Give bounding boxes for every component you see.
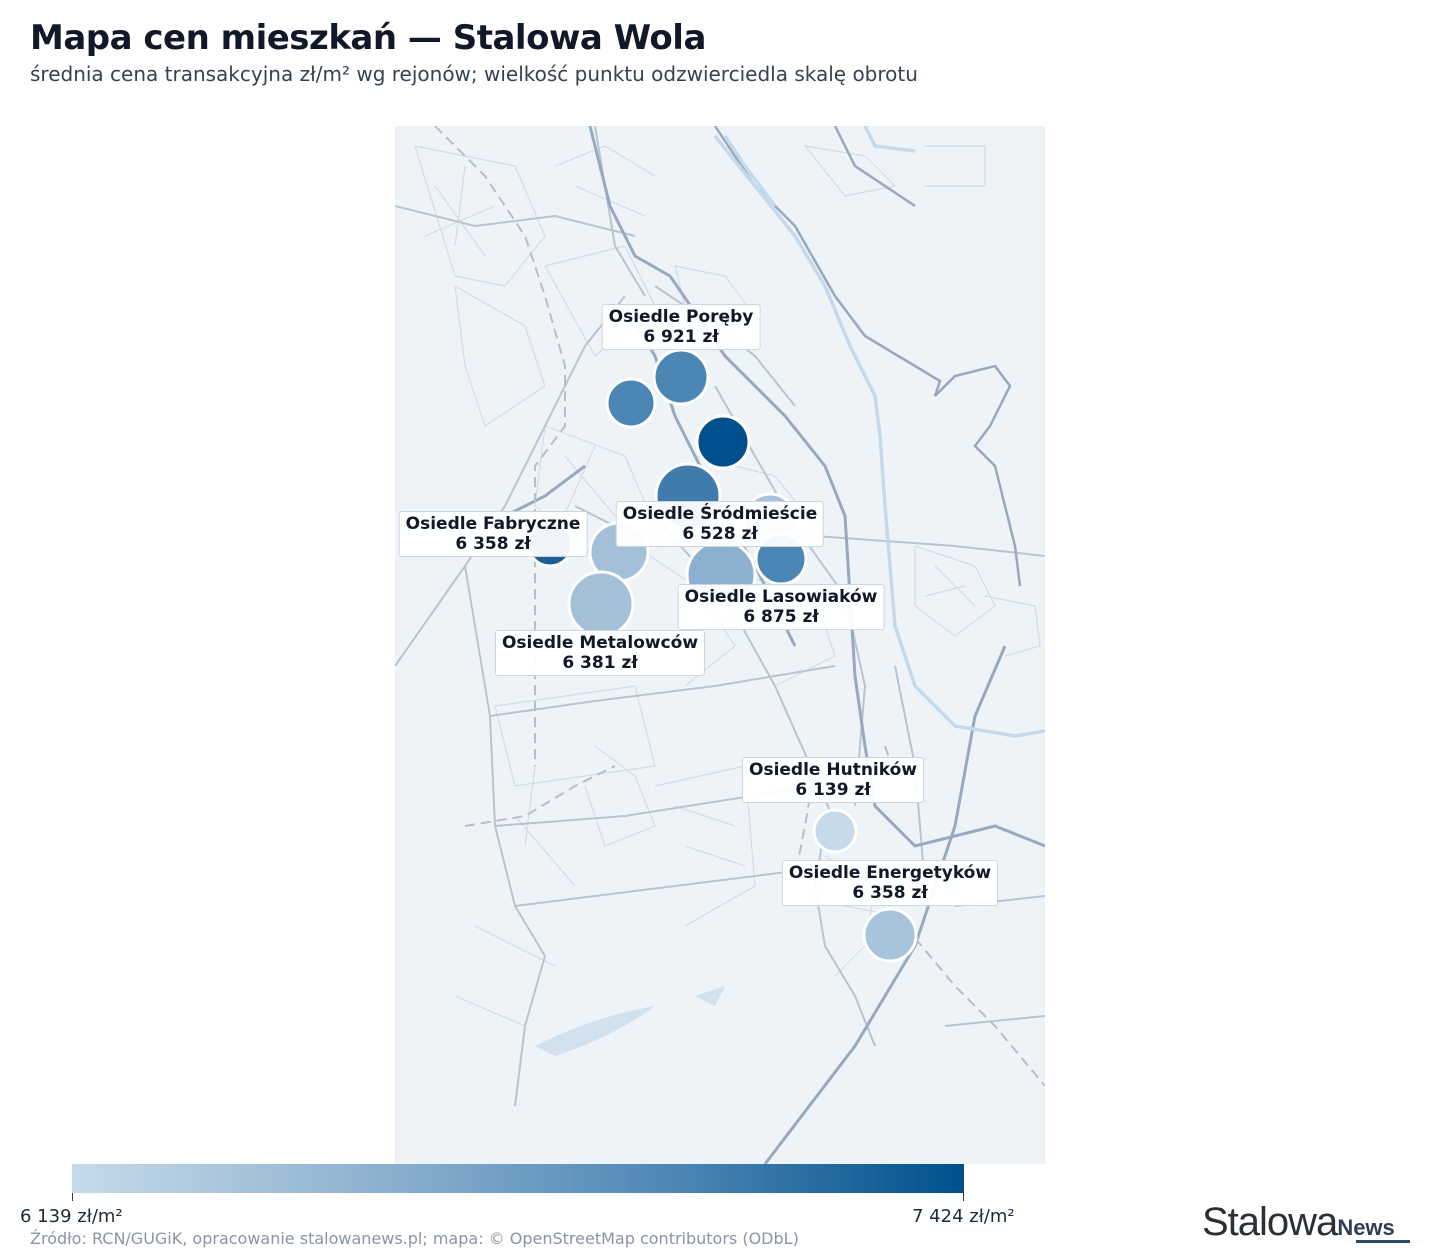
point-a[interactable] [652, 348, 710, 406]
label-hutnikow: Osiedle Hutników 6 139 zł [742, 757, 924, 803]
label-lasowiakow-price: 6 875 zł [743, 607, 819, 627]
label-srodmiescie: Osiedle Śródmieście 6 528 zł [615, 501, 825, 547]
label-srodmiescie-price: 6 528 zł [682, 524, 758, 544]
label-metalowcow-price: 6 381 zł [562, 653, 638, 673]
point-k[interactable] [812, 808, 858, 854]
label-fabryczne-price: 6 358 zł [455, 534, 531, 554]
point-b[interactable] [605, 377, 657, 429]
price-points [526, 348, 918, 963]
label-hutnikow-name: Osiedle Hutników [749, 760, 917, 780]
map-title: Mapa cen mieszkań — Stalowa Wola [30, 18, 706, 58]
label-lasowiakow: Osiedle Lasowiaków 6 875 zł [677, 584, 885, 630]
label-metalowcow-name: Osiedle Metalowców [501, 633, 699, 653]
color-scale-min-tick [72, 1193, 73, 1201]
color-scale-max-label: 7 424 zł/m² [912, 1206, 1015, 1227]
logo-part-stalowa: Stalowa [1202, 1200, 1338, 1244]
map-subtitle: średnia cena transakcyjna zł/m² wg rejon… [30, 62, 918, 86]
label-metalowcow: Osiedle Metalowców 6 381 zł [494, 630, 706, 676]
label-srodmiescie-name: Osiedle Śródmieście [622, 504, 818, 524]
label-poreby-name: Osiedle Poręby [608, 307, 754, 327]
city-map[interactable]: Osiedle Poręby 6 921 zł Osiedle Fabryczn… [395, 126, 1045, 1164]
color-scale-max-tick [963, 1193, 964, 1201]
label-poreby-price: 6 921 zł [643, 327, 719, 347]
label-energetykow-name: Osiedle Energetyków [788, 863, 992, 883]
label-energetykow-price: 6 358 zł [852, 883, 928, 903]
label-poreby: Osiedle Poręby 6 921 zł [601, 304, 761, 350]
label-energetykow: Osiedle Energetyków 6 358 zł [781, 860, 999, 906]
point-c[interactable] [695, 414, 751, 470]
point-l[interactable] [862, 907, 918, 963]
label-lasowiakow-name: Osiedle Lasowiaków [684, 587, 878, 607]
source-note: Źródło: RCN/GUGiK, opracowanie stalowane… [30, 1229, 799, 1248]
label-hutnikow-price: 6 139 zł [795, 780, 871, 800]
label-fabryczne: Osiedle Fabryczne 6 358 zł [398, 511, 588, 557]
color-scale-bar [72, 1164, 964, 1193]
label-fabryczne-name: Osiedle Fabryczne [405, 514, 581, 534]
logo-part-news: News [1337, 1215, 1395, 1240]
point-j[interactable] [567, 570, 635, 638]
logo-underline [1356, 1240, 1410, 1243]
color-scale-min-label: 6 139 zł/m² [20, 1206, 123, 1227]
stalowanews-logo[interactable]: StalowaNews [1202, 1200, 1395, 1245]
